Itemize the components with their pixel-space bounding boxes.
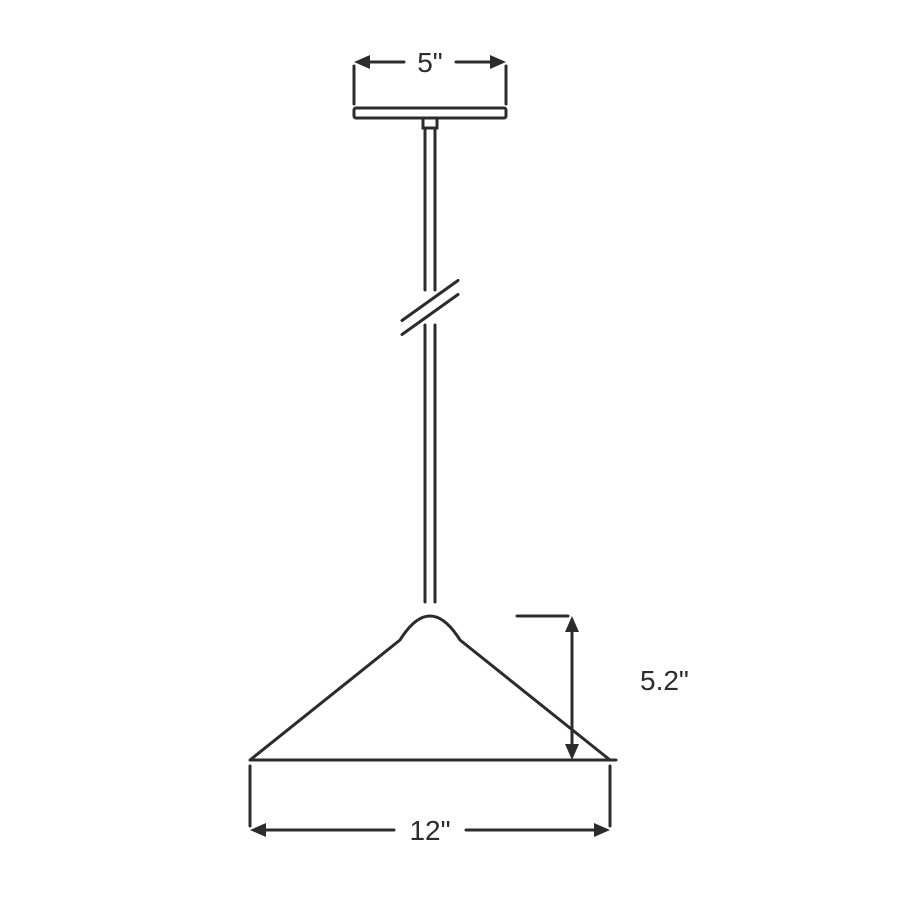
dim-canopy-width: 5" [417, 47, 443, 78]
stem-collar [423, 118, 437, 128]
dim-shade-height: 5.2" [640, 665, 689, 696]
pendant-light-diagram: 5" 5.2" 12" [0, 0, 914, 914]
dim-shade-width: 12" [409, 815, 450, 846]
lamp-shade [250, 616, 610, 760]
